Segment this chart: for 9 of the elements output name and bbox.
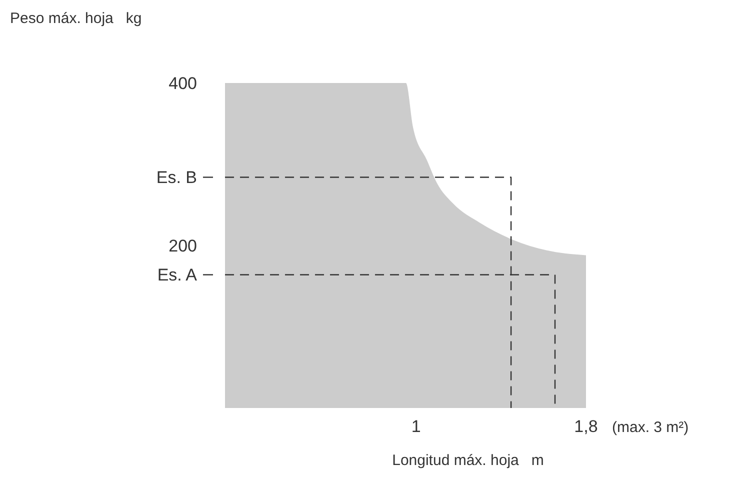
x-axis-title: Longitud máx. hoja m [392, 452, 544, 469]
text: (max. 3 m²) [612, 419, 689, 436]
y-tick-label: Es. B [156, 168, 197, 188]
y-tick-label: 400 [168, 74, 197, 93]
y-tick-label: Es. A [157, 266, 198, 285]
x-tick-label: 1 [411, 417, 421, 436]
x-tick-label: 1,8 [574, 417, 598, 436]
y-axis-title: Peso máx. hoja kg [10, 10, 142, 27]
y-tick-label: 200 [168, 236, 197, 256]
